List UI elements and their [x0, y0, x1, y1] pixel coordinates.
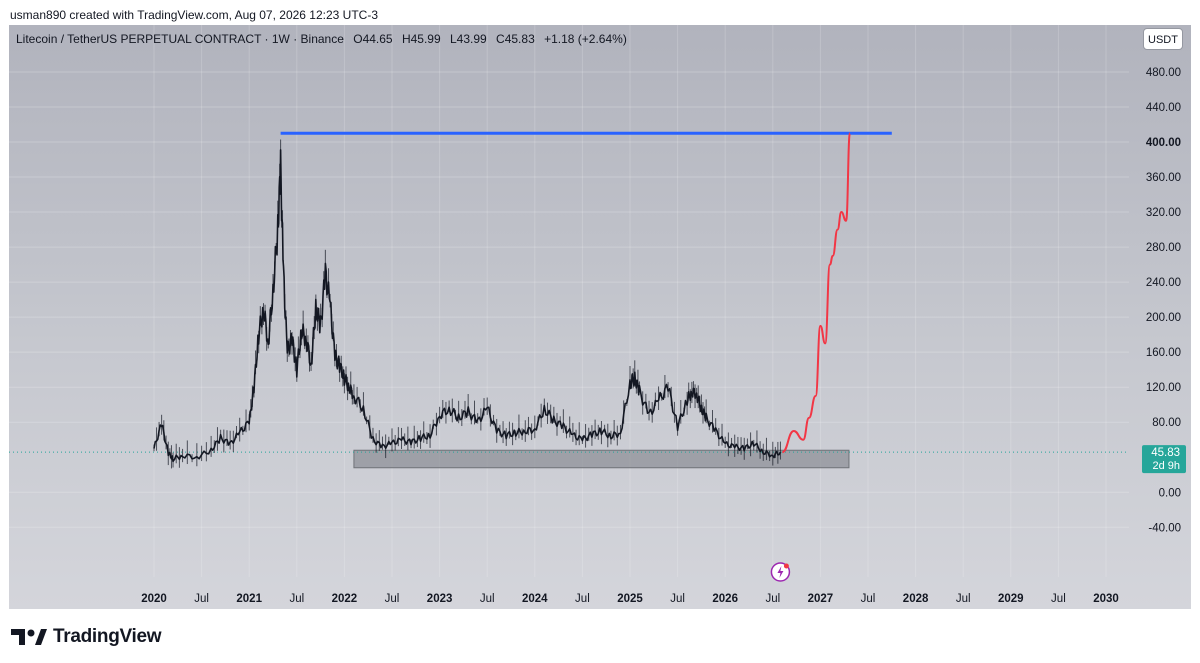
support-zone — [353, 449, 850, 469]
x-tick-label: Jul — [575, 593, 590, 605]
symbol-title: Litecoin / TetherUS PERPETUAL CONTRACT ·… — [16, 32, 344, 46]
x-tick-label: 2030 — [1093, 593, 1119, 605]
brand-name: TradingView — [53, 626, 162, 647]
candle-wicks — [153, 139, 781, 469]
x-tick-label: Jul — [670, 593, 685, 605]
x-tick-label: 2026 — [712, 593, 738, 605]
ohlc-change: +1.18 (+2.64%) — [544, 32, 627, 46]
x-tick-label: 2022 — [332, 593, 358, 605]
x-tick-label: Jul — [1051, 593, 1066, 605]
price-series — [153, 149, 782, 463]
ohlc-open: O44.65 — [353, 32, 393, 46]
x-tick-label: Jul — [765, 593, 780, 605]
currency-button[interactable]: USDT — [1143, 28, 1183, 50]
tradingview-logo-icon — [11, 629, 47, 645]
x-tick-label: 2023 — [427, 593, 453, 605]
grid-lines — [9, 25, 1129, 577]
y-tick-label: 440.00 — [1146, 102, 1181, 114]
symbol-legend: Litecoin / TetherUS PERPETUAL CONTRACT ·… — [16, 32, 627, 46]
y-tick-label: 0.00 — [1159, 487, 1181, 499]
ohlc-high: H45.99 — [401, 32, 441, 46]
x-tick-label: 2025 — [617, 593, 643, 605]
ohlc-low: L43.99 — [450, 32, 487, 46]
x-tick-label: Jul — [956, 593, 971, 605]
event-dot — [783, 563, 789, 569]
y-tick-label: 360.00 — [1146, 172, 1181, 184]
x-tick-label: Jul — [480, 593, 495, 605]
x-tick-label: 2024 — [522, 593, 548, 605]
event-marker-icon — [770, 562, 791, 582]
y-tick-label: 400.00 — [1146, 137, 1181, 149]
y-tick-label: 480.00 — [1146, 67, 1181, 79]
x-tick-label: Jul — [194, 593, 209, 605]
badge-bg — [1142, 445, 1186, 474]
x-tick-label: 2027 — [808, 593, 834, 605]
y-tick-label: 80.00 — [1152, 417, 1181, 429]
bar-countdown: 2d 9h — [1152, 460, 1180, 472]
lightning-icon — [777, 566, 784, 578]
projection-path — [781, 132, 851, 454]
ohlc-close: C45.83 — [496, 32, 535, 46]
x-tick-label: 2028 — [903, 593, 929, 605]
y-tick-label: 160.00 — [1146, 347, 1181, 359]
y-tick-label: 320.00 — [1146, 207, 1181, 219]
x-tick-label: Jul — [289, 593, 304, 605]
x-tick-label: 2020 — [141, 593, 167, 605]
chart-panel[interactable]: 480.00 440.00 400.00 360.00 320.00 280.00 240.… — [9, 25, 1191, 609]
x-tick-label: Jul — [861, 593, 876, 605]
x-tick-label: Jul — [385, 593, 400, 605]
price-chart[interactable]: 480.00 440.00 400.00 360.00 320.00 280.00 240.… — [9, 25, 1191, 609]
tradingview-logo[interactable]: TradingView — [11, 626, 162, 648]
x-tick-label: 2021 — [236, 593, 262, 605]
y-tick-label: 200.00 — [1146, 312, 1181, 324]
y-tick-label: -40.00 — [1148, 522, 1181, 534]
y-tick-label: 280.00 — [1146, 242, 1181, 254]
chart-attribution: usman890 created with TradingView.com, A… — [10, 8, 378, 22]
y-tick-label: 240.00 — [1146, 277, 1181, 289]
x-tick-label: 2029 — [998, 593, 1024, 605]
last-price-value: 45.83 — [1151, 447, 1180, 459]
y-tick-label: 120.00 — [1146, 382, 1181, 394]
